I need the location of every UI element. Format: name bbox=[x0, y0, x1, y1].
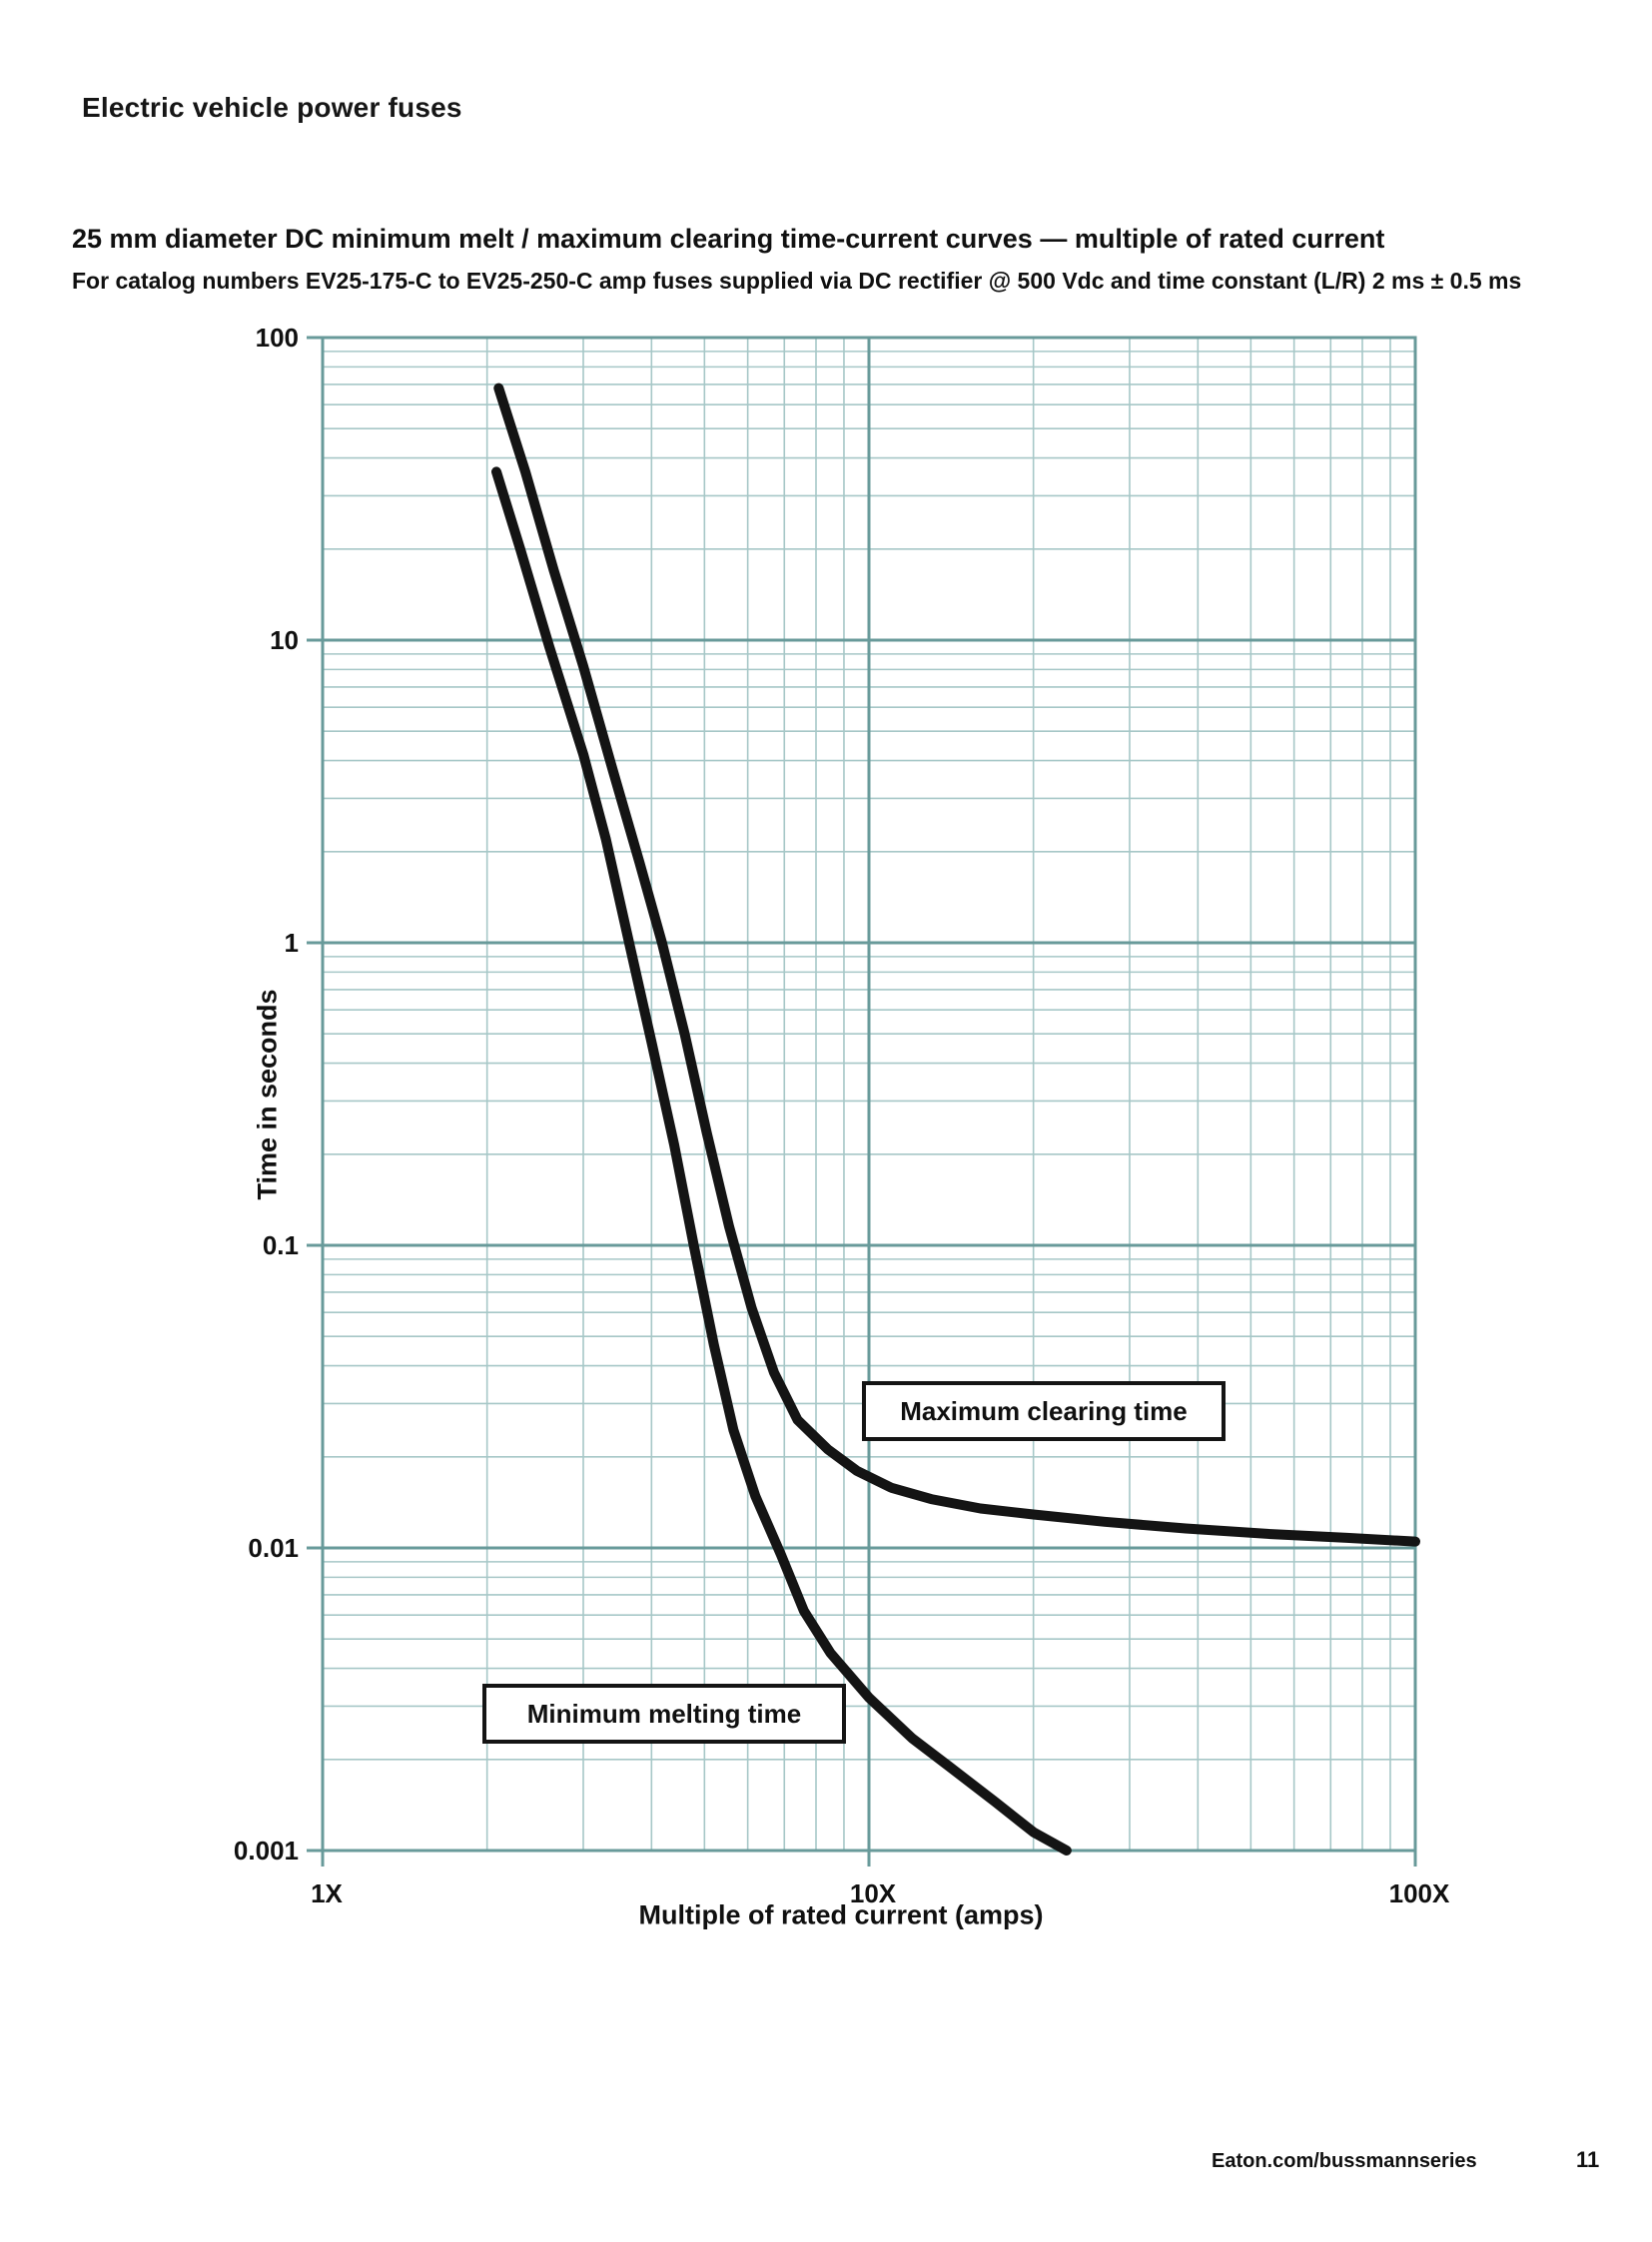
y-axis-title: Time in seconds bbox=[252, 989, 283, 1200]
x-tick-label: 1X bbox=[311, 1878, 343, 1908]
x-axis-title: Multiple of rated current (amps) bbox=[638, 1899, 1044, 1930]
y-tick-label: 10 bbox=[270, 625, 299, 655]
y-tick-label: 0.01 bbox=[248, 1533, 299, 1563]
min-melting-curve bbox=[491, 466, 1072, 1856]
page-header: Electric vehicle power fuses bbox=[82, 92, 462, 123]
min-melting-time-label: Minimum melting time bbox=[482, 1684, 846, 1744]
y-tick-label: 1 bbox=[285, 928, 299, 958]
chart-subtitle: For catalog numbers EV25-175-C to EV25-2… bbox=[72, 268, 1522, 294]
x-tick-label: 10X bbox=[850, 1878, 897, 1908]
x-tick-label: 100X bbox=[1389, 1878, 1450, 1908]
page-number: 11 bbox=[1576, 2147, 1600, 2172]
plot-border bbox=[321, 336, 1417, 1853]
footer-link[interactable]: Eaton.com/bussmannseries bbox=[1212, 2150, 1477, 2172]
y-tick-label: 0.1 bbox=[263, 1230, 299, 1260]
max-clearing-curve bbox=[493, 382, 1420, 1547]
max-clearing-time-label: Maximum clearing time bbox=[862, 1381, 1226, 1441]
y-tick-label: 0.001 bbox=[234, 1836, 299, 1866]
y-tick-label: 100 bbox=[256, 323, 299, 353]
chart-title: 25 mm diameter DC minimum melt / maximum… bbox=[72, 224, 1385, 254]
